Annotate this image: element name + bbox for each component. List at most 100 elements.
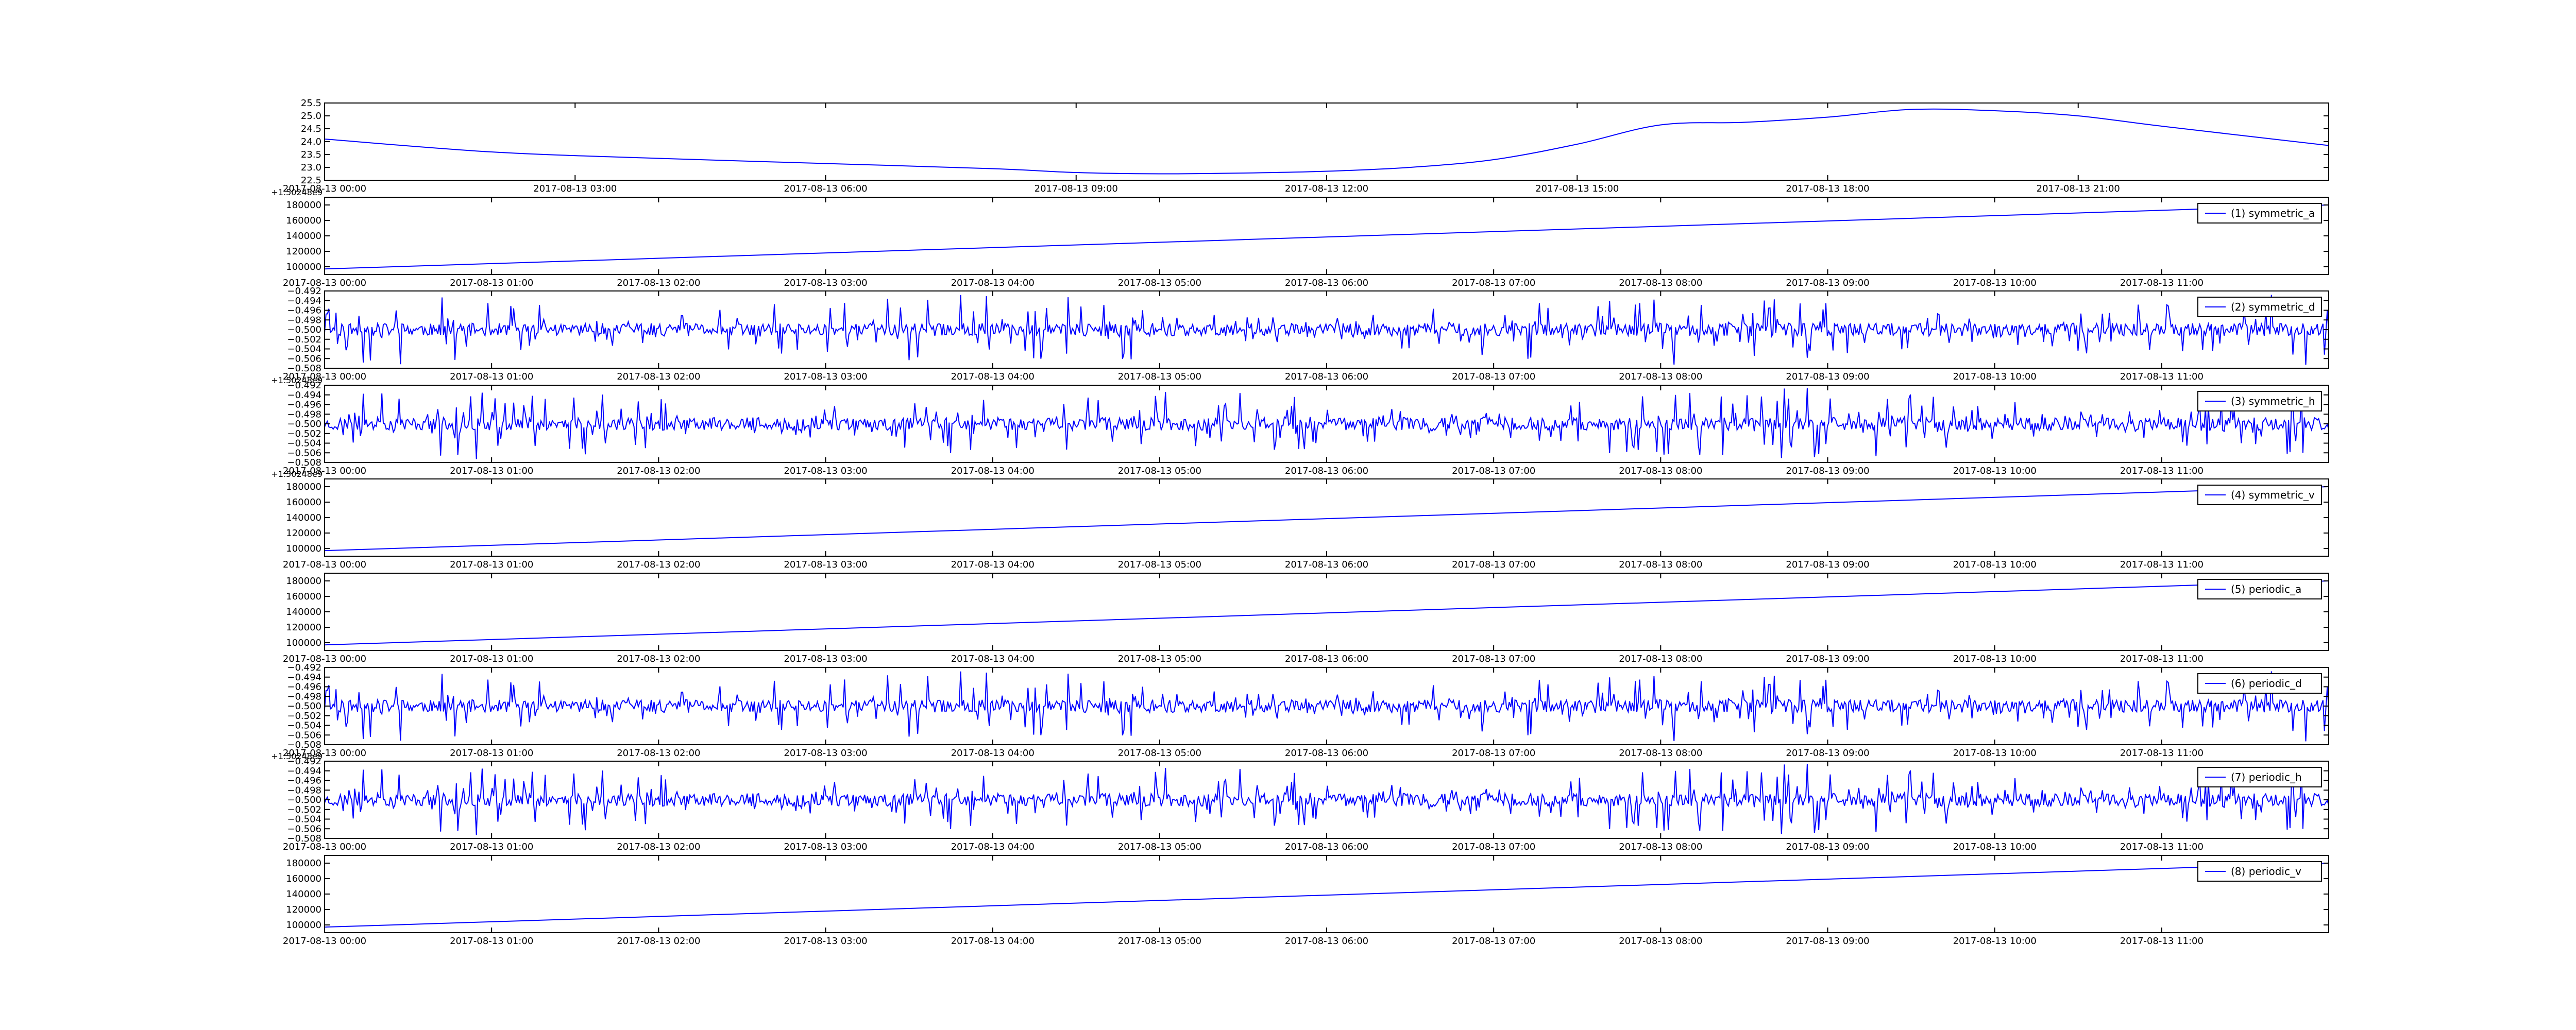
y-tick-label: −0.508: [287, 740, 321, 750]
x-tick-label: 2017-08-13 05:00: [1118, 654, 1201, 664]
y-tick-label: 140000: [286, 889, 321, 900]
x-tick-label: 2017-08-13 00:00: [283, 559, 366, 570]
legend-label: (3) symmetric_h: [2231, 395, 2315, 407]
legend: (3) symmetric_h: [2197, 391, 2322, 411]
x-tick-label: 2017-08-13 10:00: [1953, 748, 2037, 759]
axes-frame: [324, 478, 2329, 557]
subplot-6: 100000 120000 140000 160000 180000 2017-08-13…: [283, 573, 2329, 664]
x-tick-label: 2017-08-13 08:00: [1619, 371, 1702, 382]
legend: (7) periodic_h: [2197, 767, 2322, 787]
y-tick-label: −0.500: [287, 701, 321, 712]
x-tick-label: 2017-08-13 03:00: [784, 748, 867, 759]
x-tick-label: 2017-08-13 06:00: [1285, 278, 1368, 288]
x-tick-label: 2017-08-13 07:00: [1452, 278, 1535, 288]
axes-frame: [324, 385, 2329, 463]
y-tick-label: −0.506: [287, 730, 321, 741]
y-tick-label: −0.496: [287, 682, 321, 693]
x-tick-label: 2017-08-13 10:00: [1953, 371, 2037, 382]
x-tick-label: 2017-08-13 06:00: [1285, 654, 1368, 664]
x-tick-label: 2017-08-13 02:00: [617, 936, 700, 947]
y-tick-label: −0.492: [287, 756, 321, 767]
y-tick-label: 160000: [286, 873, 321, 884]
x-tick-label: 2017-08-13 04:00: [951, 654, 1035, 664]
x-tick-label: 2017-08-13 01:00: [450, 748, 533, 759]
y-tick-label: 160000: [286, 591, 321, 602]
x-tick-label: 2017-08-13 07:00: [1452, 748, 1535, 759]
x-tick-label: 2017-08-13 01:00: [450, 654, 533, 664]
series-line: [325, 295, 2329, 365]
x-tick-label: 2017-08-13 00:00: [283, 278, 366, 288]
x-tick-label: 2017-08-13 08:00: [1619, 278, 1702, 288]
x-tick-label: 2017-08-13 10:00: [1953, 466, 2037, 476]
x-tick-label: 2017-08-13 06:00: [1285, 748, 1368, 759]
x-tick-label: 2017-08-13 07:00: [1452, 559, 1535, 570]
y-tick-label: 23.0: [301, 162, 321, 173]
axis-offset-label: +1.50248e9: [271, 187, 323, 197]
y-tick-label: 100000: [286, 262, 321, 272]
series-line: [325, 204, 2329, 270]
y-tick-label: −0.508: [287, 457, 321, 468]
y-tick-label: 140000: [286, 231, 321, 242]
x-tick-label: 2017-08-13 01:00: [450, 466, 533, 476]
series-line: [325, 388, 2329, 459]
axes-frame: [324, 855, 2329, 933]
series-line: [325, 108, 2329, 175]
x-tick-label: 2017-08-13 21:00: [2037, 183, 2120, 194]
x-tick-label: 2017-08-13 00:00: [283, 371, 366, 382]
x-tick-label: 2017-08-13 11:00: [2120, 559, 2204, 570]
x-tick-label: 2017-08-13 00:00: [283, 466, 366, 476]
x-tick-label: 2017-08-13 09:00: [1786, 466, 1869, 476]
y-tick-label: −0.502: [287, 711, 321, 722]
x-tick-label: 2017-08-13 03:00: [784, 842, 867, 852]
y-tick-label: 180000: [286, 858, 321, 869]
x-tick-label: 2017-08-13 10:00: [1953, 559, 2037, 570]
legend-label: (7) periodic_h: [2231, 771, 2302, 783]
y-tick-label: −0.492: [287, 380, 321, 391]
x-tick-label: 2017-08-13 11:00: [2120, 371, 2204, 382]
y-tick-label: 24.5: [301, 124, 321, 134]
y-tick-label: −0.496: [287, 776, 321, 786]
x-tick-label: 2017-08-13 08:00: [1619, 842, 1702, 852]
y-tick-label: −0.496: [287, 400, 321, 410]
x-tick-label: 2017-08-13 09:00: [1035, 183, 1118, 194]
x-tick-label: 2017-08-13 02:00: [617, 842, 700, 852]
subplot-7: −0.492−0.494−0.496−0.498−0.500−0.502−0.5…: [283, 662, 2329, 759]
y-tick-label: 120000: [286, 904, 321, 915]
x-tick-label: 2017-08-13 01:00: [450, 936, 533, 947]
x-tick-label: 2017-08-13 00:00: [283, 748, 366, 759]
y-tick-label: −0.506: [287, 823, 321, 834]
y-tick-label: −0.504: [287, 814, 321, 825]
x-tick-label: 2017-08-13 11:00: [2120, 654, 2204, 664]
legend-label: (4) symmetric_v: [2231, 489, 2315, 501]
y-tick-label: −0.494: [287, 390, 321, 401]
x-tick-label: 2017-08-13 08:00: [1619, 748, 1702, 759]
y-tick-label: −0.504: [287, 344, 321, 355]
y-tick-label: 120000: [286, 622, 321, 633]
x-tick-label: 2017-08-13 04:00: [951, 466, 1035, 476]
x-tick-label: 2017-08-13 03:00: [784, 936, 867, 947]
series-line: [325, 764, 2329, 835]
y-tick-label: 100000: [286, 638, 321, 648]
legend-box: [2197, 767, 2322, 787]
subplot-5: 100000 120000 140000 160000 180000 2017-08-13…: [271, 469, 2329, 570]
x-tick-label: 2017-08-13 07:00: [1452, 371, 1535, 382]
y-tick-label: −0.502: [287, 334, 321, 345]
x-tick-label: 2017-08-13 06:00: [1285, 842, 1368, 852]
x-tick-label: 2017-08-13 07:00: [1452, 936, 1535, 947]
x-tick-label: 2017-08-13 11:00: [2120, 748, 2204, 759]
x-tick-label: 2017-08-13 18:00: [1786, 183, 1869, 194]
series-line: [325, 863, 2329, 928]
legend: (6) periodic_d: [2197, 673, 2322, 694]
axis-offset-label: +1.50248e9: [271, 375, 323, 385]
x-tick-label: 2017-08-13 11:00: [2120, 936, 2204, 947]
y-tick-label: −0.502: [287, 804, 321, 815]
x-tick-label: 2017-08-13 10:00: [1953, 842, 2037, 852]
y-tick-label: 100000: [286, 920, 321, 931]
y-tick-label: 180000: [286, 576, 321, 587]
x-tick-label: 2017-08-13 03:00: [784, 278, 867, 288]
legend-label: (1) symmetric_a: [2231, 207, 2315, 219]
axes-frame: [324, 102, 2329, 181]
x-tick-label: 2017-08-13 09:00: [1786, 278, 1869, 288]
subplot-8: −0.492−0.494−0.496−0.498−0.500−0.502−0.5…: [271, 751, 2329, 852]
